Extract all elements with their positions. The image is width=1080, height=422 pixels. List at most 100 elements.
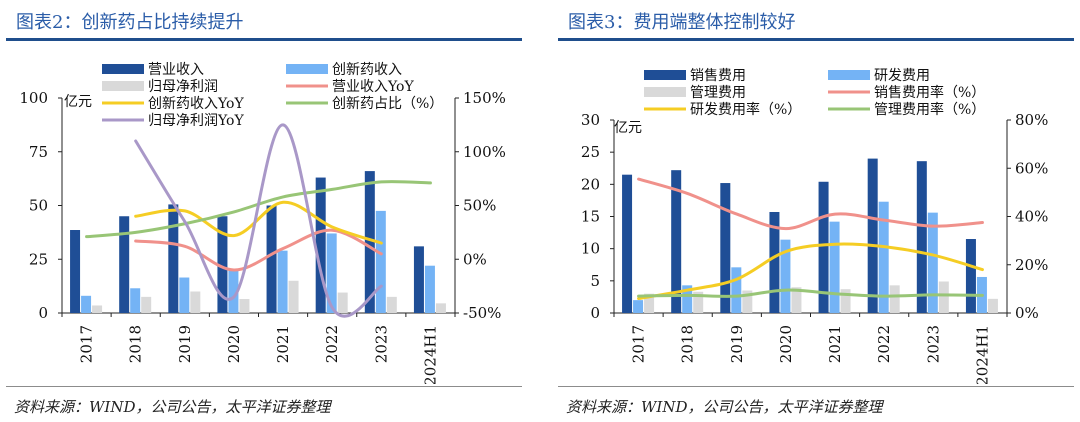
bar-营业收入	[315, 177, 326, 313]
source-divider	[558, 386, 1074, 387]
combo-chart-expenses: 0 5 10 15 20 25 30 0% 20% 40% 60% 80% 2017 2018 2019 20…	[581, 68, 1048, 384]
bar-营业收入	[364, 171, 375, 313]
bar-归母净利润	[190, 291, 201, 313]
x-tick-label: 2020	[777, 325, 795, 363]
x-tick-label: 2017	[630, 325, 648, 363]
legend-label: 创新药占比（%）	[332, 96, 443, 112]
legend-label: 营业收入	[148, 62, 204, 78]
bar-归母净利润	[435, 303, 446, 313]
legend-label: 归母净利润	[148, 78, 218, 95]
legend-label: 管理费用率（%）	[874, 101, 985, 118]
bar-创新药收入	[228, 270, 239, 313]
line-销售费用率（%）	[637, 177, 984, 231]
legend-label: 研发费用率（%）	[690, 101, 801, 118]
source-note: 资料来源：WIND，公司公告，太平洋证券整理	[566, 398, 883, 416]
y-tick-label-right: 50%	[463, 197, 496, 215]
bar-营业收入	[119, 216, 130, 313]
bar-销售费用	[671, 170, 682, 313]
bar-管理费用	[791, 287, 802, 313]
bar-营业收入	[70, 230, 81, 313]
y-tick-label-right: 150%	[463, 89, 506, 107]
x-tick-label: 2021	[274, 325, 292, 363]
bar-营业收入	[217, 216, 228, 313]
bar-销售费用	[769, 211, 780, 313]
y-unit-label: 亿元	[614, 120, 642, 136]
x-tick-label: 2024H1	[421, 325, 439, 384]
y-tick-label-right: -50%	[463, 304, 501, 322]
bar-销售费用	[622, 174, 633, 313]
y-tick-label-left: 15	[581, 208, 600, 226]
bar-归母净利润	[141, 296, 152, 313]
legend-label: 营业收入YoY	[332, 79, 414, 95]
legend-label: 归母净利润YoY	[148, 112, 244, 129]
bar-销售费用	[720, 183, 731, 313]
bar-研发费用	[682, 285, 693, 313]
x-tick-label: 2021	[826, 325, 844, 363]
line-创新药收入YoY	[134, 200, 383, 245]
bar-管理费用	[840, 289, 851, 313]
bar-创新药收入	[277, 250, 288, 313]
y-tick-label-left: 0	[590, 304, 600, 322]
legend-swatch	[644, 87, 686, 97]
y-tick-label-right: 20%	[1015, 256, 1048, 274]
bar-归母净利润	[386, 296, 397, 313]
bar-销售费用	[916, 161, 927, 313]
x-tick-label: 2022	[875, 325, 893, 363]
line-归母净利润YoY	[134, 123, 383, 318]
bar-研发费用	[829, 221, 840, 313]
source-divider	[6, 386, 522, 387]
legend-swatch	[102, 81, 144, 91]
y-tick-label-right: 40%	[1015, 208, 1048, 226]
legend-swatch	[644, 70, 686, 80]
y-tick-label-right: 0%	[463, 250, 487, 268]
bar-销售费用	[867, 158, 878, 313]
y-tick-label-left: 30	[581, 111, 600, 129]
combo-chart-revenue: 0 25 50 75 100 -50% 0% 50% 100% 150% 2017 2018 2019 2…	[19, 62, 506, 384]
source-note: 资料来源：WIND，公司公告，太平洋证券整理	[14, 398, 331, 416]
y-tick-label-left: 100	[19, 89, 48, 107]
y-unit-label: 亿元	[64, 94, 92, 110]
x-tick-label: 2020	[225, 325, 243, 363]
bar-归母净利润	[239, 299, 250, 313]
bar-管理费用	[742, 290, 753, 313]
legend-swatch	[828, 70, 870, 80]
line-营业收入YoY	[134, 228, 383, 272]
bar-管理费用	[938, 281, 949, 313]
bar-归母净利润	[288, 280, 299, 313]
x-tick-label: 2023	[372, 325, 390, 363]
bar-创新药收入	[179, 277, 190, 313]
bar-创新药收入	[81, 295, 92, 313]
y-tick-label-left: 5	[590, 272, 600, 290]
legend-swatch	[102, 64, 144, 74]
bar-研发费用	[927, 212, 938, 313]
chart-panel-expenses: 图表3：费用端整体控制较好 0 5 10 15 20 25 30 0% 20% 40% 60% 80%…	[552, 0, 1080, 422]
bar-营业收入	[266, 205, 277, 313]
bar-研发费用	[878, 201, 889, 313]
y-tick-label-left: 25	[29, 250, 48, 268]
bar-研发费用	[731, 267, 742, 313]
x-tick-label: 2022	[323, 325, 341, 363]
legend-swatch	[286, 64, 328, 74]
bar-归母净利润	[92, 305, 103, 313]
x-tick-label: 2018	[127, 325, 145, 363]
panel-title: 图表2：创新药占比持续提升	[16, 12, 244, 33]
panel-title: 图表3：费用端整体控制较好	[568, 12, 796, 33]
y-tick-label-left: 50	[29, 197, 48, 215]
bar-创新药收入	[424, 265, 435, 313]
line-管理费用率（%）	[637, 288, 984, 298]
bar-营业收入	[413, 246, 424, 313]
y-tick-label-left: 25	[581, 143, 600, 161]
x-tick-label: 2024H1	[973, 325, 991, 384]
panel-title-bar: 图表2：创新药占比持续提升	[6, 2, 522, 41]
y-tick-label-left: 20	[581, 175, 600, 193]
bar-管理费用	[987, 298, 998, 313]
x-tick-label: 2019	[728, 325, 746, 363]
bar-管理费用	[693, 291, 704, 313]
bar-创新药收入	[375, 210, 386, 313]
x-tick-label: 2018	[679, 325, 697, 363]
bar-销售费用	[965, 239, 976, 313]
chart-panel-innovative-drugs: 图表2：创新药占比持续提升 0 25 50 75 100 -50% 0% 50% 100% 150…	[0, 0, 528, 422]
bar-创新药收入	[130, 288, 141, 313]
y-tick-label-right: 80%	[1015, 111, 1048, 129]
bar-管理费用	[889, 285, 900, 313]
